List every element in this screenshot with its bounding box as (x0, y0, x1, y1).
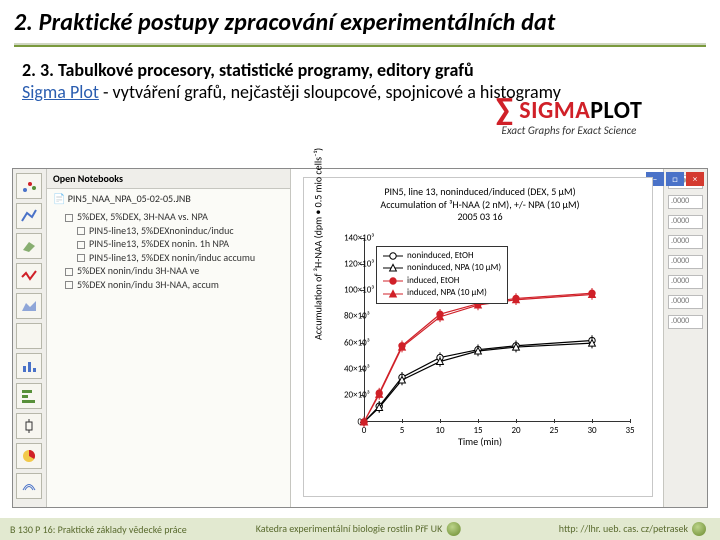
footer-right: http: //lhr. ueb. cas. cz/petrasek (559, 522, 710, 537)
logo-tagline: Exact Graphs for Exact Science (446, 124, 692, 137)
data-preview-column: .0000.0000.0000.0000.0000.0000.0000.0000 (663, 169, 707, 507)
window-controls: – □ × (646, 172, 704, 186)
window-maximize-button[interactable]: □ (666, 172, 684, 186)
sigma-symbol-icon: ∑ (496, 94, 514, 126)
surface-tool-icon[interactable] (16, 233, 42, 259)
legend-item: noninduced, EtOH (383, 250, 501, 263)
legend-label: induced, NPA (10 µM) (407, 287, 487, 300)
data-cell: .0000 (668, 235, 703, 249)
contour-tool-icon[interactable] (16, 473, 42, 499)
data-cell: .0000 (668, 275, 703, 289)
sigmaplot-link[interactable]: Sigma Plot (22, 81, 99, 103)
data-cell: .0000 (668, 315, 703, 329)
data-cell: .0000 (668, 195, 703, 209)
tree-node[interactable]: PIN5-line13, 5%DEXnoninduc/induc (53, 224, 284, 238)
series-line (364, 293, 592, 422)
slide-title: 2. Praktické postupy zpracování experime… (0, 0, 720, 41)
legend-item: noninduced, NPA (10 µM) (383, 262, 501, 275)
tree-node[interactable]: 5%DEX nonin/indu 3H-NAA, accum (53, 278, 284, 292)
plot-canvas: PIN5, line 13, noninduced/induced (DEX, … (303, 177, 653, 497)
subtitle: 2. 3. Tabulkové procesory, statistické p… (22, 59, 702, 81)
scatter-tool-icon[interactable] (16, 173, 42, 199)
notebook-file-path: 📄 PIN5_NAA_NPA_05-02-05.JNB (47, 189, 290, 207)
box-tool-icon[interactable] (16, 413, 42, 439)
plot-area: PIN5, line 13, noninduced/induced (DEX, … (291, 169, 707, 507)
chart-title: PIN5, line 13, noninduced/induced (DEX, … (316, 186, 644, 224)
tree-node[interactable]: 5%DEX nonin/indu 3H-NAA ve (53, 264, 284, 278)
data-cell: .0000 (668, 215, 703, 229)
legend-label: noninduced, EtOH (407, 250, 474, 263)
data-cell: .0000 (668, 295, 703, 309)
footer-center: Katedra experimentální biologie rostlin … (256, 522, 465, 537)
data-cell: .0000 (668, 255, 703, 269)
tree-node[interactable]: 5%DEX, 5%DEX, 3H-NAA vs. NPA (53, 210, 284, 224)
footer-leaf-icon (692, 522, 706, 536)
legend-label: induced, EtOH (407, 275, 459, 288)
chart: Accumulation of ³H-NAA (dpm • 0.5 mio ce… (316, 230, 644, 450)
tree-node[interactable]: PIN5-line13, 5%DEX nonin. 1h NPA (53, 237, 284, 251)
window-close-button[interactable]: × (686, 172, 704, 186)
series-line (364, 294, 592, 421)
line-tool-icon[interactable] (16, 203, 42, 229)
tool-palette (13, 169, 47, 507)
legend-item: induced, EtOH (383, 275, 501, 288)
sigmaplot-logo: ∑ SIGMAPLOT Exact Graphs for Exact Scien… (446, 94, 692, 137)
legend-item: induced, NPA (10 µM) (383, 287, 501, 300)
logo-text: SIGMAPLOT (519, 96, 642, 125)
legend: noninduced, EtOHnoninduced, NPA (10 µM)i… (376, 246, 508, 304)
slide-footer: B 130 P 16: Praktické základy vědecké pr… (0, 518, 720, 540)
notebook-tree: 5%DEX, 5%DEX, 3H-NAA vs. NPAPIN5-line13,… (47, 207, 290, 294)
line2-tool-icon[interactable] (16, 263, 42, 289)
tree-node[interactable]: PIN5-line13, 5%DEX nonin/induc accumu (53, 251, 284, 265)
footer-left: B 130 P 16: Praktické základy vědecké pr… (10, 523, 187, 536)
notebook-panel-title: Open Notebooks (47, 169, 290, 189)
sigmaplot-app-window: – □ × Open Notebooks 📄 PIN5_NAA_NPA_05-0… (12, 168, 708, 508)
area-tool-icon[interactable] (16, 293, 42, 319)
hbar-tool-icon[interactable] (16, 383, 42, 409)
blank-tool-1-icon[interactable] (16, 323, 42, 349)
notebook-panel: Open Notebooks 📄 PIN5_NAA_NPA_05-02-05.J… (47, 169, 291, 507)
legend-label: noninduced, NPA (10 µM) (407, 262, 501, 275)
footer-globe-icon (446, 522, 460, 536)
pie-tool-icon[interactable] (16, 443, 42, 469)
bar-tool-icon[interactable] (16, 353, 42, 379)
